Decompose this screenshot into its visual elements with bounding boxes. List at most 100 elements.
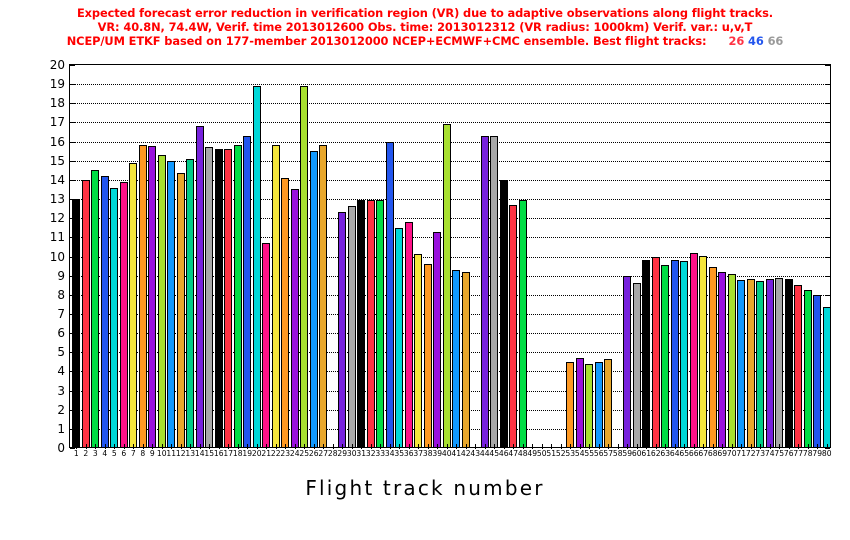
y-tick-label: 2 — [57, 402, 65, 417]
x-tick-label: 70 — [726, 449, 737, 458]
bar — [119, 181, 128, 448]
x-tick — [133, 444, 135, 449]
bar — [214, 149, 223, 448]
bar — [262, 243, 271, 448]
x-tick — [456, 444, 458, 449]
x-tick — [85, 444, 87, 449]
x-tick — [513, 444, 515, 449]
x-tick — [323, 444, 325, 449]
x-tick-label: 37 — [413, 449, 424, 458]
x-tick — [570, 444, 572, 449]
bar — [357, 200, 366, 448]
y-tick — [825, 179, 830, 181]
x-tick — [152, 444, 154, 449]
y-tick — [70, 141, 75, 143]
y-tick-label: 0 — [57, 441, 65, 455]
y-tick — [825, 160, 830, 162]
x-tick — [313, 444, 315, 449]
x-tick-label: 33 — [375, 449, 386, 458]
x-tick-label: 29 — [337, 449, 348, 458]
y-tick-label: 20 — [49, 58, 65, 72]
x-tick-label: 47 — [508, 449, 519, 458]
title-line-1: Expected forecast error reduction in ver… — [77, 6, 773, 20]
bar — [195, 126, 204, 448]
y-tick — [70, 448, 75, 449]
x-tick-label: 41 — [451, 449, 462, 458]
y-tick-label: 12 — [49, 211, 65, 226]
x-tick — [589, 444, 591, 449]
x-tick — [218, 444, 220, 449]
bar — [338, 212, 347, 448]
x-tick-label: 67 — [698, 449, 709, 458]
x-tick — [190, 444, 192, 449]
y-tick-label: 15 — [49, 153, 65, 168]
x-tick — [180, 444, 182, 449]
bar — [594, 361, 603, 448]
x-tick-label: 30 — [346, 449, 357, 458]
x-tick — [494, 444, 496, 449]
x-tick — [655, 444, 657, 449]
x-tick — [817, 444, 819, 449]
x-tick — [285, 444, 287, 449]
y-tick — [825, 122, 830, 124]
y-tick-label: 10 — [49, 249, 65, 264]
y-tick — [70, 103, 75, 105]
x-tick-label: 62 — [650, 449, 661, 458]
bar-series — [70, 65, 831, 448]
x-tick-label: 23 — [280, 449, 291, 458]
x-tick — [826, 444, 828, 449]
x-tick — [741, 444, 743, 449]
bar — [319, 145, 328, 448]
x-tick-label: 54 — [574, 449, 585, 458]
x-tick — [532, 444, 534, 449]
x-tick-label: 6 — [121, 449, 127, 458]
bar — [129, 162, 138, 448]
bar — [157, 155, 166, 448]
x-tick — [104, 444, 106, 449]
bar — [366, 200, 375, 448]
y-tick — [70, 122, 75, 124]
x-tick — [342, 444, 344, 449]
x-tick-label: 46 — [498, 449, 509, 458]
y-tick-label: 17 — [49, 115, 65, 130]
x-tick — [646, 444, 648, 449]
x-tick-label: 26 — [308, 449, 319, 458]
x-tick — [731, 444, 733, 449]
bar — [718, 271, 727, 448]
x-tick-label: 60 — [631, 449, 642, 458]
x-tick — [76, 444, 78, 449]
bar — [737, 280, 746, 448]
x-tick-label: 28 — [327, 449, 338, 458]
x-tick-label: 43 — [470, 449, 481, 458]
x-tick-label: 19 — [242, 449, 253, 458]
x-tick — [332, 444, 334, 449]
bar — [290, 189, 299, 448]
x-axis-labels: 1 2 3 4 5 6 7 8 9 10 11 12 13 14 15 16 17 18 19 20 21 22 23 24 2… — [70, 444, 832, 463]
x-tick-label: 78 — [802, 449, 813, 458]
x-tick — [503, 444, 505, 449]
bar — [803, 290, 812, 448]
bar — [784, 279, 793, 448]
bar — [604, 358, 613, 448]
x-tick — [247, 444, 249, 449]
x-tick-label: 16 — [213, 449, 224, 458]
bar — [233, 145, 242, 448]
bar — [423, 264, 432, 448]
x-tick-label: 13 — [185, 449, 196, 458]
x-tick — [579, 444, 581, 449]
bar — [670, 260, 679, 448]
best-track-3: 66 — [767, 34, 784, 48]
x-tick-label: 22 — [270, 449, 281, 458]
x-tick — [722, 444, 724, 449]
y-tick-label: 4 — [57, 364, 65, 379]
y-tick — [825, 294, 830, 296]
x-tick — [760, 444, 762, 449]
x-tick — [171, 444, 173, 449]
x-tick-label: 12 — [175, 449, 186, 458]
x-tick — [684, 444, 686, 449]
bar — [81, 179, 90, 448]
x-tick — [142, 444, 144, 449]
x-tick-label: 64 — [669, 449, 680, 458]
x-tick-label: 80 — [821, 449, 832, 458]
gridline — [70, 103, 830, 105]
